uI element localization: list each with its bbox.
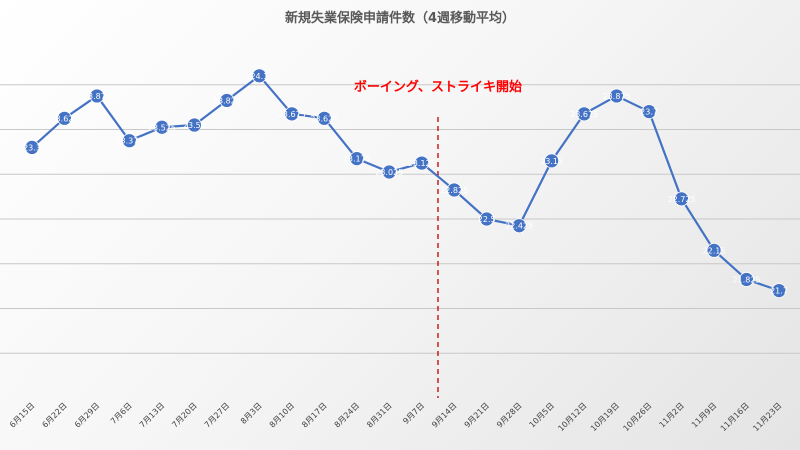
x-tick-label: 7月6日: [109, 401, 134, 426]
data-label: 22.5: [478, 215, 496, 224]
data-label: 22.825: [440, 186, 468, 195]
data-point: [511, 218, 527, 234]
data-label: 23.025: [375, 168, 403, 177]
data-point: [316, 110, 332, 126]
data-point: [544, 153, 560, 169]
x-tick-label: 9月21日: [463, 401, 491, 429]
data-label: 23.55: [183, 121, 206, 130]
data-point: [576, 106, 592, 122]
data-point: [674, 191, 689, 207]
x-tick-label: 7月13日: [138, 401, 166, 429]
x-tick-label: 8月17日: [300, 401, 328, 429]
data-point: [381, 164, 397, 180]
x-tick-label: 6月22日: [40, 401, 68, 429]
data-label: 24.1: [250, 72, 268, 81]
data-label: 22.425: [505, 222, 533, 231]
data-point: [641, 104, 657, 119]
data-point: [706, 242, 722, 258]
data-label: 22.725: [668, 195, 696, 204]
data-label: 23.625: [50, 114, 78, 123]
data-label: 23.3: [23, 143, 41, 152]
x-tick-label: 10月26日: [621, 401, 653, 433]
data-label: 23.175: [343, 155, 371, 164]
data-point: [89, 88, 105, 104]
x-tick-label: 7月27日: [203, 401, 231, 429]
data-label: 22.15: [703, 246, 726, 255]
x-tick-label: 8月10日: [268, 401, 296, 429]
data-label: 23.675: [278, 110, 306, 119]
data-label: 23.375: [115, 137, 143, 146]
data-point: [186, 117, 202, 133]
data-point: [739, 272, 754, 287]
chart-title: 新規失業保険申請件数（4週移動平均）: [285, 10, 515, 26]
annotation-group: ボーイング、ストライキ開始: [354, 79, 522, 398]
data-point: [154, 119, 170, 135]
data-point: [122, 133, 137, 149]
data-point: [349, 151, 365, 166]
data-label: 23.875: [603, 92, 631, 101]
x-tick-label: 11月2日: [657, 401, 685, 429]
x-tick-label: 11月9日: [690, 401, 718, 429]
series-group: 23.3 23.625 23.875 23.375 23.525 23.55 23.825 2…: [23, 68, 788, 299]
data-label: 23.525: [148, 123, 176, 132]
series-line: [31, 74, 780, 292]
x-tick-label: 8月31日: [365, 401, 393, 429]
x-axis-ticks: 6月15日 6月22日 6月29日 7月6日 7月13日 7月20日 7月27日 8月3日 8月…: [8, 401, 783, 433]
x-tick-label: 10月12日: [556, 401, 588, 433]
data-point: [414, 155, 430, 171]
x-tick-label: 6月29日: [73, 401, 101, 429]
x-tick-label: 6月15日: [8, 401, 36, 429]
annotation-text: ボーイング、ストライキ開始: [354, 79, 522, 95]
data-label: 23.825: [213, 96, 241, 105]
gridlines: [0, 84, 800, 354]
data-label: 23.875: [83, 92, 111, 101]
data-label: 23.625: [310, 114, 338, 123]
x-tick-label: 9月28日: [495, 401, 523, 429]
data-label: 23.7: [640, 108, 658, 117]
data-point: [609, 88, 625, 104]
data-point: [57, 110, 72, 126]
x-tick-label: 9月7日: [401, 401, 426, 426]
data-point: [24, 139, 40, 155]
x-tick-label: 10月19日: [589, 401, 621, 433]
x-tick-label: 7月20日: [170, 401, 198, 429]
x-tick-label: 10月5日: [528, 401, 556, 429]
data-label: 23.125: [408, 159, 436, 168]
x-tick-label: 8月3日: [239, 401, 264, 426]
data-label: 21.7: [770, 287, 788, 296]
data-point: [251, 68, 267, 84]
data-point: [284, 106, 300, 122]
data-label: 21.825: [733, 275, 761, 284]
data-point: [446, 182, 462, 198]
data-point: [479, 211, 495, 227]
data-point: [771, 283, 787, 299]
x-tick-label: 11月16日: [719, 401, 751, 433]
x-tick-label: 9月14日: [430, 401, 458, 429]
data-label: 23.15: [540, 157, 563, 166]
data-point: [219, 93, 235, 108]
data-label: 23.675: [570, 110, 598, 119]
x-tick-label: 11月23日: [751, 401, 783, 433]
x-tick-label: 8月24日: [333, 401, 361, 429]
